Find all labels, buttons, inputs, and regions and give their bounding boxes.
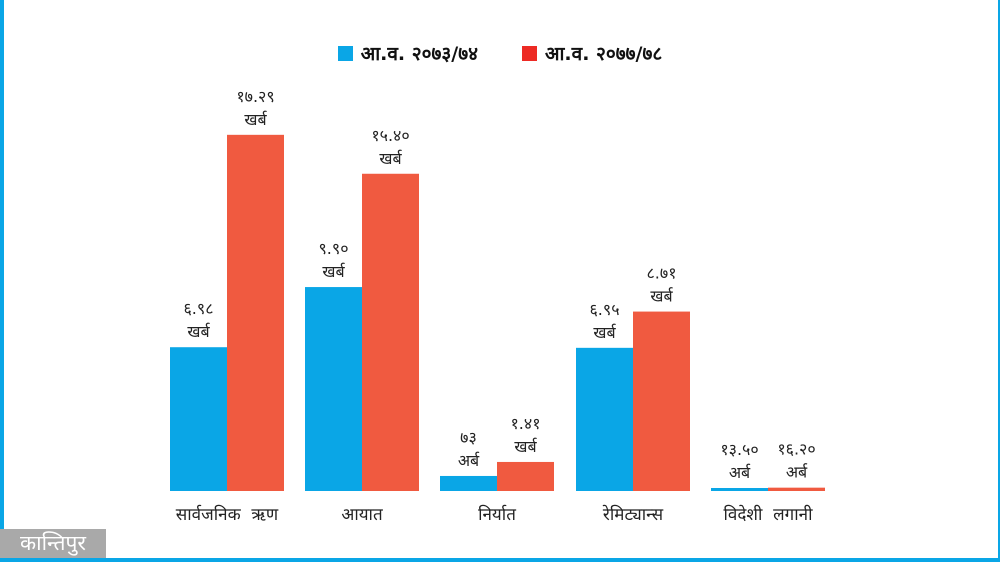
- bar: [440, 475, 497, 491]
- legend-label: आ.व. २०७७/७८: [545, 43, 663, 65]
- category-label: सार्वजनिक ऋण: [176, 504, 279, 525]
- category-label: निर्यात: [478, 504, 516, 525]
- data-label-value: १५.४०: [371, 126, 409, 145]
- frame-border-right: [998, 0, 1000, 562]
- frame-border-left: [0, 0, 4, 562]
- bar: [227, 134, 284, 492]
- data-label-value: १३.५०: [720, 440, 758, 459]
- legend-swatch-blue: [337, 45, 353, 61]
- data-label-unit: खर्ब: [650, 287, 673, 306]
- legend-swatch-red: [522, 45, 537, 61]
- data-label-unit: खर्ब: [514, 437, 537, 456]
- data-label-value: ९.९०: [318, 239, 348, 258]
- data-label-value: १७.२९: [236, 87, 274, 106]
- data-label-value: १६.२०: [777, 440, 815, 459]
- legend-label: आ.व. २०७३/७४: [360, 43, 478, 65]
- data-label-unit: खर्ब: [593, 323, 616, 342]
- bar: [170, 347, 227, 491]
- data-label-value: ६.९८: [183, 299, 213, 318]
- data-label-value: ६.९५: [589, 300, 619, 319]
- frame-border-bottom: [0, 558, 1000, 562]
- bar: [633, 311, 690, 491]
- bar: [711, 488, 768, 491]
- bar: [362, 173, 419, 491]
- bar: [497, 461, 554, 491]
- data-label-unit: खर्ब: [187, 322, 210, 341]
- legend-item-2073: आ.व. २०७३/७४: [337, 40, 478, 66]
- bar: [576, 347, 633, 491]
- kantipur-logo: कान्तिपुर: [0, 529, 106, 558]
- data-label-unit: अर्ब: [786, 463, 808, 482]
- category-label: रेमिट्यान्स: [602, 504, 664, 525]
- data-label-unit: खर्ब: [322, 262, 345, 281]
- data-label-value: ७३: [460, 428, 477, 447]
- legend-item-2077: आ.व. २०७७/७८: [522, 40, 662, 66]
- data-label-value: ८.७१: [646, 264, 676, 283]
- data-label-unit: खर्ब: [244, 110, 267, 129]
- data-label-value: १.४१: [510, 414, 540, 433]
- data-label-unit: अर्ब: [458, 451, 480, 470]
- category-label: आयात: [341, 505, 383, 525]
- data-label-unit: अर्ब: [729, 463, 751, 482]
- bar: [768, 487, 825, 491]
- bar: [305, 287, 362, 491]
- category-label: विदेशी लगानी: [724, 504, 814, 525]
- legend: आ.व. २०७३/७४ आ.व. २०७७/७८: [0, 40, 1000, 66]
- data-label-unit: खर्ब: [379, 149, 402, 168]
